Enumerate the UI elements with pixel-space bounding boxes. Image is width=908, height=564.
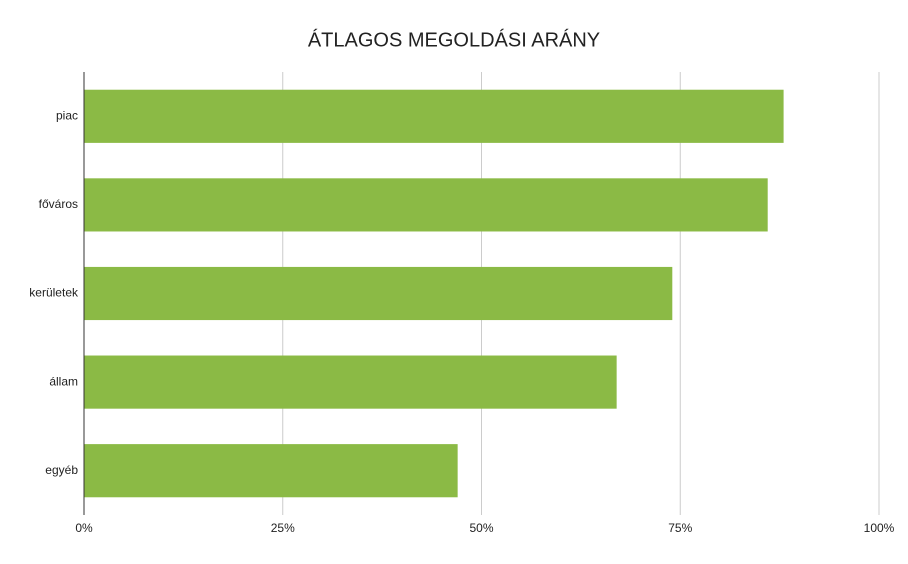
bar bbox=[84, 355, 617, 409]
x-tick-label: 100% bbox=[864, 521, 895, 535]
y-tick-label: piac bbox=[56, 108, 78, 122]
chart-title: ÁTLAGOS MEGOLDÁSI ARÁNY bbox=[308, 28, 600, 51]
y-tick-label: egyéb bbox=[45, 463, 78, 477]
y-tick-label: főváros bbox=[39, 197, 78, 211]
bar bbox=[84, 89, 784, 143]
x-tick-label: 50% bbox=[469, 521, 493, 535]
x-tick-label: 75% bbox=[668, 521, 692, 535]
y-tick-label: kerületek bbox=[29, 286, 79, 300]
x-tick-label: 0% bbox=[75, 521, 93, 535]
bar bbox=[84, 178, 768, 232]
x-tick-label: 25% bbox=[271, 521, 295, 535]
bar bbox=[84, 444, 458, 498]
y-tick-label: állam bbox=[49, 374, 78, 388]
bar bbox=[84, 266, 673, 321]
